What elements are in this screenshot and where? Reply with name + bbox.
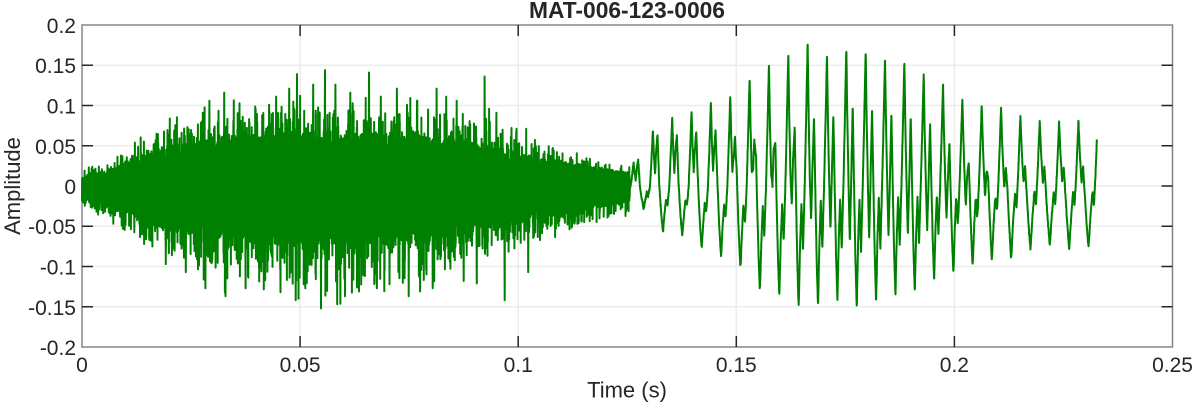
svg-text:0.15: 0.15 xyxy=(35,55,76,78)
svg-text:-0.1: -0.1 xyxy=(40,257,76,280)
svg-text:-0.15: -0.15 xyxy=(28,297,76,320)
svg-text:0.05: 0.05 xyxy=(35,136,76,159)
svg-text:0.1: 0.1 xyxy=(47,96,76,119)
svg-text:0.05: 0.05 xyxy=(280,354,321,377)
svg-text:MAT-006-123-0006: MAT-006-123-0006 xyxy=(529,0,725,23)
svg-text:-0.2: -0.2 xyxy=(40,337,76,360)
svg-text:0.15: 0.15 xyxy=(716,354,757,377)
svg-text:0.2: 0.2 xyxy=(940,354,969,377)
svg-text:0.1: 0.1 xyxy=(504,354,533,377)
svg-text:-0.05: -0.05 xyxy=(28,216,76,239)
svg-text:0.2: 0.2 xyxy=(47,15,76,38)
svg-text:0.25: 0.25 xyxy=(1152,354,1193,377)
svg-text:0: 0 xyxy=(64,176,76,199)
svg-text:Time (s): Time (s) xyxy=(587,378,667,403)
svg-text:0: 0 xyxy=(76,354,88,377)
svg-text:Amplitude: Amplitude xyxy=(0,137,25,235)
